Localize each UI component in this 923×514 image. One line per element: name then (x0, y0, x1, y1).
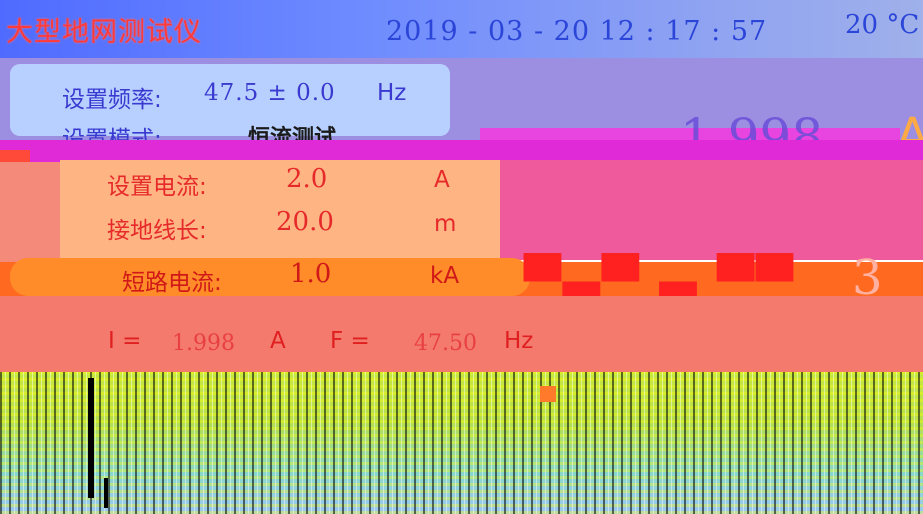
datetime-display: 2019 - 03 - 20 12 : 17 : 57 (386, 16, 768, 47)
glitch-block-right (500, 160, 923, 260)
frequency-measure-unit: Hz (504, 328, 534, 354)
current-measure-label: I = (108, 328, 142, 354)
noise-artifact-3 (540, 386, 556, 402)
frequency-measure-label: F = (330, 328, 370, 354)
current-value[interactable]: 2.0 (286, 164, 328, 194)
current-unit: A (434, 167, 450, 193)
noise-artifact (88, 378, 94, 498)
freq-value: 47.5 ± 0.0 (204, 80, 336, 106)
short-unit: kA (430, 263, 460, 289)
short-value[interactable]: 1.0 (290, 259, 332, 289)
length-label: 接地线长: (107, 218, 207, 244)
length-unit: m (434, 211, 457, 237)
short-circuit-row[interactable] (10, 258, 530, 296)
noise-area (0, 372, 923, 514)
glitch-band (480, 128, 900, 142)
current-label: 设置电流: (107, 174, 207, 200)
frequency-setting-panel[interactable] (10, 64, 450, 136)
current-measure-unit: A (270, 328, 286, 354)
frequency-measure-value: 47.50 (414, 331, 477, 356)
noise-artifact-2 (104, 478, 108, 508)
measurement-band (0, 296, 923, 372)
length-value[interactable]: 20.0 (276, 207, 334, 237)
freq-unit: Hz (377, 80, 407, 106)
title-bar (0, 0, 923, 58)
temperature-display: 20 °C (845, 10, 920, 40)
short-label: 短路电流: (122, 270, 222, 296)
current-measure-value: 1.998 (172, 331, 235, 356)
glitch-band-magenta (0, 140, 923, 162)
app-title: 大型地网测试仪 (6, 17, 202, 48)
freq-label: 设置频率: (62, 87, 162, 113)
